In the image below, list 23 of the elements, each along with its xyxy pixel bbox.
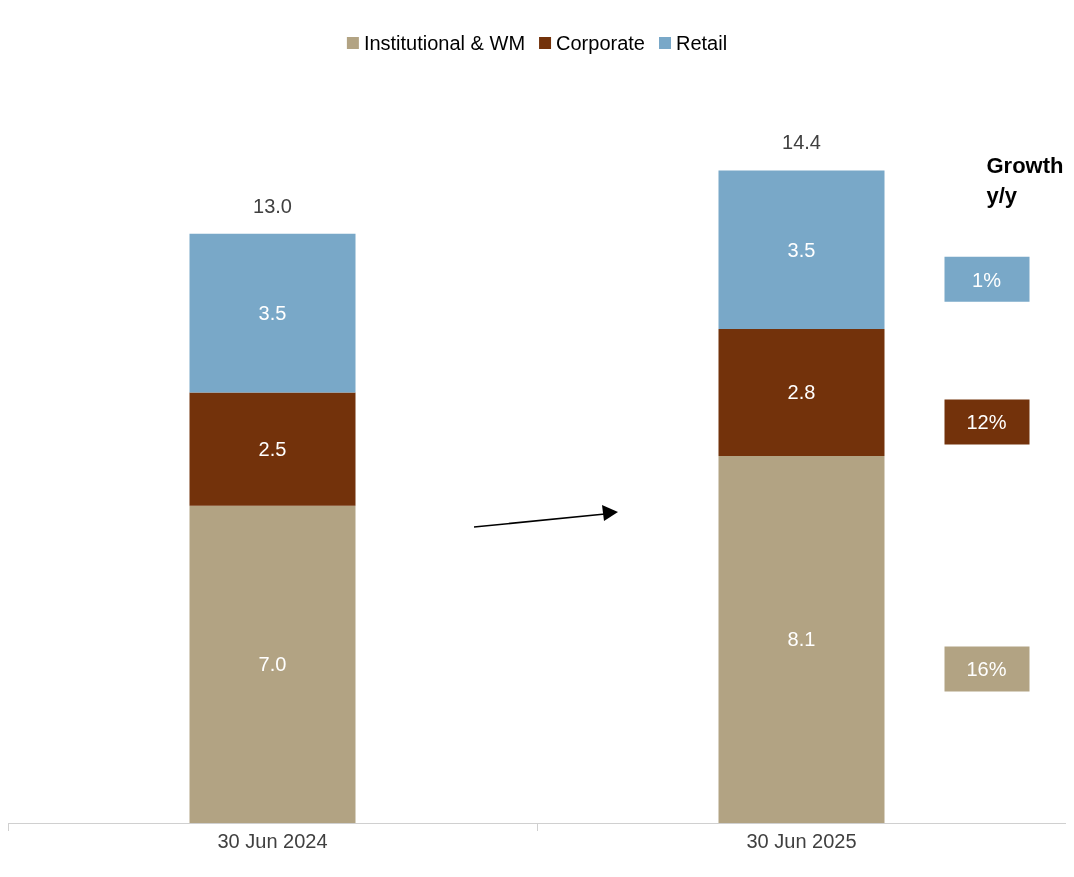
legend-label: Retail <box>675 32 728 54</box>
bar <box>189 392 356 506</box>
legend-label: Corporate <box>556 32 645 54</box>
bar <box>718 455 885 823</box>
data-label: 8.1 <box>787 628 816 651</box>
bar <box>718 170 885 330</box>
bar <box>189 233 356 393</box>
data-label: 7.0 <box>258 653 287 676</box>
data-label: 2.8 <box>787 381 816 404</box>
total-label: 13.0 <box>253 194 292 217</box>
annotation: 12% <box>966 411 1007 434</box>
total-label: 14.4 <box>782 131 821 154</box>
x-tick-label: 30 Jun 2024 <box>217 830 328 852</box>
bar <box>718 329 885 456</box>
annotation: 1% <box>972 268 1002 291</box>
legend-label: Institutional & WM <box>363 32 526 54</box>
data-label: 3.5 <box>258 302 287 325</box>
x-tick-label: 30 Jun 2025 <box>746 830 857 852</box>
annotation: 16% <box>966 658 1007 681</box>
annotation: Growth y/y <box>986 152 1064 208</box>
bar <box>189 505 356 823</box>
data-label: 2.5 <box>258 438 287 461</box>
data-label: 3.5 <box>787 238 816 261</box>
